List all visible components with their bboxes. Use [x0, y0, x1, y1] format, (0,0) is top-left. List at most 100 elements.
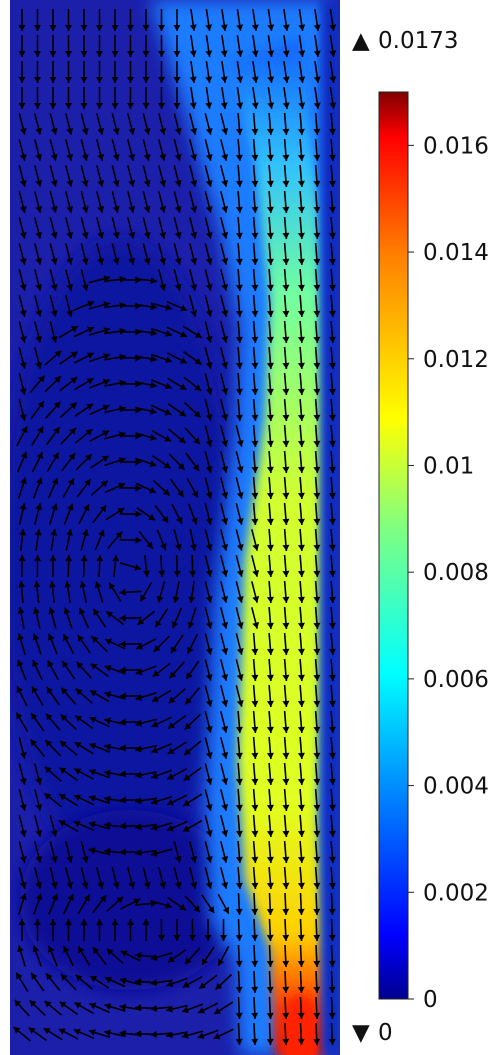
velocity-arrow — [220, 191, 229, 213]
velocity-arrow — [172, 581, 180, 603]
velocity-arrow — [266, 164, 274, 188]
velocity-arrow — [251, 138, 259, 162]
velocity-arrow — [34, 841, 43, 863]
velocity-arrow — [135, 381, 157, 389]
velocity-arrow — [49, 919, 57, 941]
velocity-arrow — [127, 243, 136, 265]
velocity-arrow — [96, 919, 103, 941]
velocity-arrow — [266, 996, 274, 1020]
velocity-arrow — [266, 216, 274, 240]
velocity-arrow — [77, 634, 91, 654]
velocity-arrow — [49, 841, 58, 863]
velocity-arrow — [235, 633, 244, 655]
velocity-arrow — [96, 867, 105, 889]
velocity-arrow — [251, 607, 260, 629]
velocity-arrow — [142, 87, 150, 109]
velocity-arrow — [267, 34, 275, 58]
velocity-arrow — [297, 580, 305, 604]
velocity-arrow — [173, 217, 182, 239]
velocity-arrow — [19, 529, 27, 551]
velocity-arrow — [59, 740, 78, 756]
velocity-arrow — [127, 191, 136, 213]
velocity-arrow — [235, 892, 243, 916]
velocity-arrow — [17, 607, 25, 629]
velocity-arrow — [65, 61, 72, 83]
velocity-arrow — [251, 268, 259, 292]
velocity-arrow — [251, 529, 260, 551]
velocity-arrow — [204, 139, 213, 161]
velocity-arrow — [135, 771, 157, 779]
velocity-arrow — [189, 243, 198, 265]
velocity-arrow — [186, 633, 199, 655]
velocity-arrow — [134, 303, 158, 311]
velocity-arrow — [328, 242, 336, 266]
velocity-arrow — [235, 242, 243, 266]
velocity-arrow — [119, 640, 142, 648]
colorbar-tick-label: 0 — [423, 987, 438, 1013]
velocity-arrow — [313, 554, 321, 578]
velocity-arrow — [282, 320, 290, 344]
velocity-arrow — [45, 401, 61, 419]
velocity-arrow — [313, 242, 321, 266]
velocity-arrow — [297, 658, 305, 682]
velocity-arrow — [158, 139, 167, 161]
velocity-arrow — [297, 684, 305, 708]
velocity-arrow — [251, 86, 259, 110]
velocity-arrow — [49, 61, 57, 83]
velocity-arrow — [18, 373, 27, 395]
velocity-arrow — [34, 9, 41, 31]
velocity-arrow — [18, 139, 27, 161]
velocity-arrow — [111, 113, 120, 135]
velocity-arrow — [328, 1022, 336, 1046]
velocity-arrow — [96, 165, 105, 187]
velocity-arrow — [189, 295, 198, 317]
velocity-arrow — [328, 528, 336, 552]
velocity-arrow — [80, 919, 88, 941]
velocity-arrow — [282, 892, 290, 916]
velocity-arrow — [153, 635, 170, 653]
velocity-arrow — [18, 269, 27, 291]
velocity-arrow — [62, 478, 75, 498]
velocity-arrow — [235, 581, 244, 603]
velocity-arrow — [236, 60, 244, 84]
velocity-arrow — [328, 632, 336, 656]
velocity-arrow — [92, 504, 107, 524]
velocity-arrow — [120, 950, 141, 962]
velocity-arrow — [220, 217, 229, 239]
velocity-arrow — [89, 404, 110, 416]
velocity-arrow — [251, 424, 259, 448]
velocity-arrow — [220, 607, 229, 629]
velocity-arrow — [34, 554, 42, 578]
velocity-arrow — [235, 918, 243, 942]
velocity-arrow — [34, 503, 43, 525]
velocity-arrow — [329, 8, 337, 32]
velocity-arrow — [328, 502, 336, 526]
velocity-arrow — [119, 692, 142, 700]
velocity-arrow — [80, 217, 89, 239]
velocity-arrow — [313, 112, 321, 136]
velocity-arrow — [18, 399, 27, 421]
velocity-arrow — [217, 893, 230, 915]
velocity-arrow — [328, 892, 336, 916]
velocity-arrow — [313, 528, 321, 552]
velocity-arrow — [135, 457, 157, 467]
velocity-arrow — [251, 8, 259, 32]
velocity-arrow — [235, 477, 244, 499]
velocity-arrow — [16, 451, 28, 473]
velocity-arrow — [282, 398, 290, 422]
velocity-arrow — [89, 1002, 110, 1014]
velocity-arrow — [96, 87, 103, 109]
velocity-arrow — [127, 217, 136, 239]
velocity-arrow — [267, 8, 275, 32]
velocity-arrow — [328, 216, 336, 240]
velocity-arrow — [313, 996, 321, 1020]
velocity-arrow — [96, 139, 105, 161]
velocity-arrow — [297, 528, 305, 552]
velocity-arrow — [251, 112, 259, 136]
velocity-arrow — [127, 919, 134, 941]
velocity-arrow — [235, 762, 243, 786]
velocity-arrow — [158, 919, 165, 941]
velocity-arrow — [266, 632, 274, 656]
velocity-arrow — [297, 346, 305, 370]
velocity-arrow — [297, 216, 305, 240]
